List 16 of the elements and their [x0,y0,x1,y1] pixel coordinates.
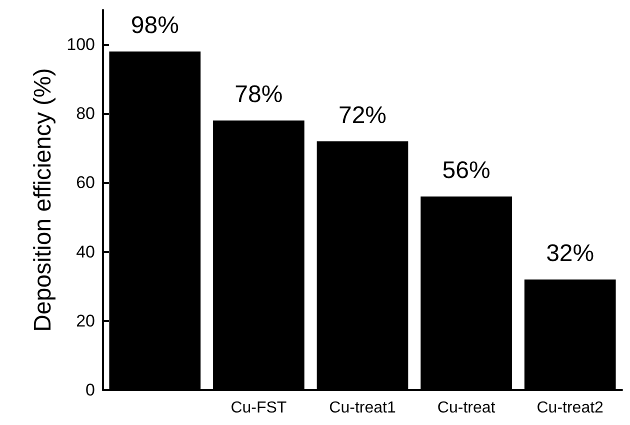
y-tick-label: 20 [76,311,95,330]
y-tick-label: 80 [76,104,95,124]
data-label: 78% [234,81,283,108]
data-label: 72% [338,102,387,129]
y-axis-title: Deposition efficiency (%) [30,68,56,332]
x-tick-label: Cu-treat2 [536,400,604,416]
data-label: 98% [130,12,179,39]
y-tick-label: 40 [76,242,95,262]
y-tick-label: 100 [66,35,95,54]
x-tick-label: Cu-FST [230,400,287,416]
x-tick-label: Cu-treat [437,400,496,416]
y-tick-label: 60 [76,173,95,192]
data-label: 32% [546,240,594,267]
data-label: 56% [442,157,490,184]
x-tick-label: Cu-treat1 [329,400,396,416]
y-tick-label: 0 [86,380,95,400]
